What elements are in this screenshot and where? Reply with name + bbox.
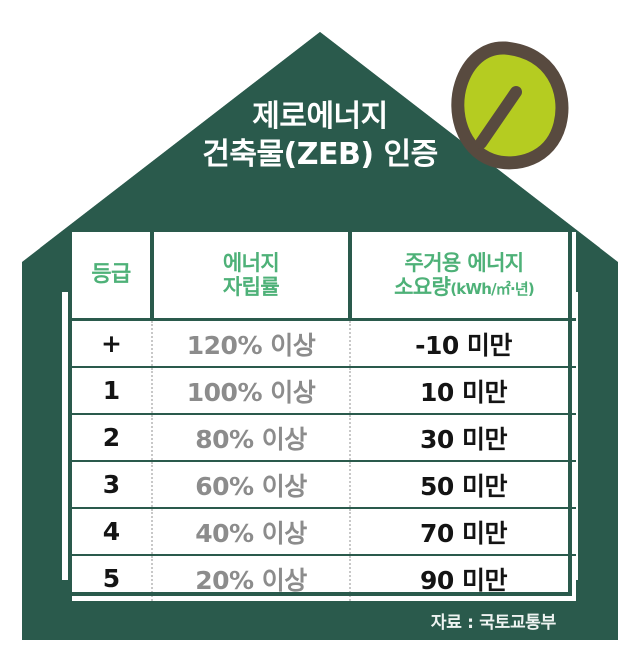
- column-header-energy-rate-line2: 자립률: [222, 275, 280, 299]
- cell-energy-rate: 80% 이상: [152, 414, 351, 462]
- table-header-row: 등급 에너지 자립률 주거용 에너지 소요량(kWh/㎡·년): [72, 232, 576, 321]
- column-header-grade: 등급: [72, 232, 154, 321]
- cell-grade: 3: [72, 461, 153, 509]
- column-header-energy-demand-line2: 소요량: [394, 275, 451, 299]
- cell-energy-rate: 60% 이상: [152, 461, 351, 509]
- roof-triangle: [40, 32, 600, 248]
- cell-energy-demand: 50 미만: [350, 461, 576, 509]
- table-header: 등급 에너지 자립률 주거용 에너지 소요량(kWh/㎡·년): [72, 232, 576, 321]
- cell-energy-demand: -10 미만: [350, 319, 576, 368]
- column-header-energy-rate: 에너지 자립률: [152, 232, 352, 321]
- table-row: 1 100% 이상 10 미만: [72, 367, 576, 415]
- column-header-energy-demand-line1: 주거용 에너지: [404, 250, 524, 275]
- left-wall: [22, 262, 62, 640]
- table-row: 3 60% 이상 50 미만: [72, 461, 576, 509]
- zeb-grade-table: 등급 에너지 자립률 주거용 에너지 소요량(kWh/㎡·년) + 120% 이…: [72, 232, 576, 601]
- cell-energy-demand: 10 미만: [350, 367, 576, 415]
- cell-energy-demand: 90 미만: [420, 565, 508, 595]
- table-row: + 120% 이상 -10 미만: [72, 319, 576, 368]
- cell-grade: 5: [72, 555, 153, 601]
- right-wall: [578, 262, 618, 640]
- cell-grade: +: [72, 319, 153, 368]
- cell-grade: 2: [72, 414, 153, 462]
- table-row: 2 80% 이상 30 미만: [72, 414, 576, 462]
- cell-energy-demand: 30 미만: [350, 414, 576, 462]
- table-body: + 120% 이상 -10 미만 1 100% 이상 10 미만 2 80% 이…: [72, 319, 576, 601]
- column-header-energy-rate-line1: 에너지: [222, 250, 280, 275]
- cell-energy-demand: 70 미만: [350, 508, 576, 556]
- source-credit: 자료 : 국토교통부: [430, 613, 556, 633]
- cell-energy-rate: 20% 이상: [152, 555, 351, 601]
- table-row: 4 40% 이상 70 미만: [72, 508, 576, 556]
- cell-grade: 1: [72, 367, 153, 415]
- cell-energy-rate: 40% 이상: [152, 508, 351, 556]
- table-row: 5 20% 이상 90 미만: [72, 555, 576, 601]
- cell-energy-rate: 100% 이상: [152, 367, 351, 415]
- column-header-energy-demand: 주거용 에너지 소요량(kWh/㎡·년): [350, 232, 576, 321]
- cell-energy-rate: 120% 이상: [152, 319, 351, 368]
- column-header-energy-demand-unit: (kWh/㎡·년): [450, 280, 535, 298]
- leaf-icon: [451, 41, 569, 170]
- cell-grade: 4: [72, 508, 153, 556]
